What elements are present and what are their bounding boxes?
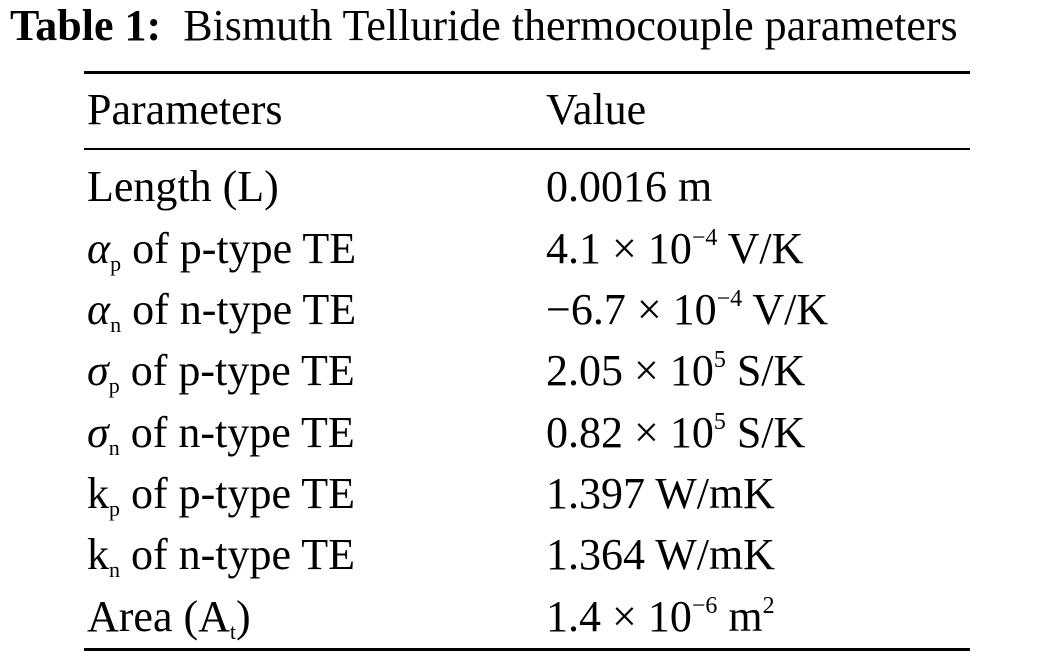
table-header-rule xyxy=(84,148,970,150)
param-text-end: ) xyxy=(236,592,251,641)
value-unit: m xyxy=(717,592,763,641)
table-bottom-rule xyxy=(84,648,970,651)
value-unit: S/K xyxy=(725,408,806,457)
param-cell-sigma-p: σp of p-type TE xyxy=(87,345,355,397)
caption-text: Bismuth Telluride thermocouple parameter… xyxy=(183,1,958,50)
value-cell-sigma-p: 2.05 × 105 S/K xyxy=(546,345,805,397)
param-text: of p-type TE xyxy=(121,224,357,273)
value-text: 1.4 × 10 xyxy=(546,592,692,641)
value-cell-length: 0.0016 m xyxy=(546,161,712,213)
param-cell-area: Area (At) xyxy=(87,591,251,643)
value-cell-k-p: 1.397 W/mK xyxy=(546,468,775,520)
param-cell-alpha-p: αp of p-type TE xyxy=(87,223,356,275)
param-text: of p-type TE xyxy=(119,346,355,395)
value-cell-area: 1.4 × 10−6 m2 xyxy=(546,591,775,643)
param-text: Area (A xyxy=(87,592,230,641)
value-cell-sigma-n: 0.82 × 105 S/K xyxy=(546,407,805,459)
param-cell-alpha-n: αn of n-type TE xyxy=(87,284,356,336)
param-text: of p-type TE xyxy=(120,469,356,518)
value-text: −6.7 × 10 xyxy=(546,285,717,334)
param-subscript: p xyxy=(108,373,120,398)
value-text: 1.364 W/mK xyxy=(546,530,775,579)
value-text: 4.1 × 10 xyxy=(546,224,692,273)
table-caption: Table 1: Bismuth Telluride thermocouple … xyxy=(10,0,958,52)
param-symbol: σ xyxy=(87,346,109,395)
param-cell-length: Length (L) xyxy=(87,161,279,213)
value-exponent: −4 xyxy=(691,225,718,251)
value-text: 1.397 W/mK xyxy=(546,469,775,518)
value-unit: S/K xyxy=(725,346,806,395)
param-cell-sigma-n: σn of n-type TE xyxy=(87,407,355,459)
header-value: Value xyxy=(546,85,647,134)
param-symbol: α xyxy=(87,285,111,334)
value-exponent: 5 xyxy=(713,409,726,435)
value-exponent: −6 xyxy=(691,593,718,619)
param-symbol: k xyxy=(87,469,109,518)
param-subscript: p xyxy=(109,496,120,521)
param-text: of n-type TE xyxy=(120,530,356,579)
value-cell-alpha-p: 4.1 × 10−4 V/K xyxy=(546,223,803,275)
header-parameters: Parameters xyxy=(87,85,283,134)
table-top-rule xyxy=(84,71,970,74)
param-symbol: σ xyxy=(87,408,109,457)
value-unit: V/K xyxy=(742,285,829,334)
value-exponent: 5 xyxy=(713,347,726,373)
value-cell-k-n: 1.364 W/mK xyxy=(546,529,775,581)
param-cell-k-p: kp of p-type TE xyxy=(87,468,355,520)
value-text: 2.05 × 10 xyxy=(546,346,714,395)
value-unit: V/K xyxy=(717,224,804,273)
param-text: of n-type TE xyxy=(119,408,355,457)
param-subscript: n xyxy=(109,557,120,582)
param-symbol: α xyxy=(87,224,111,273)
param-subscript: n xyxy=(108,435,120,460)
param-subscript: p xyxy=(110,251,122,276)
value-cell-alpha-n: −6.7 × 10−4 V/K xyxy=(546,284,828,336)
param-symbol: k xyxy=(87,530,109,579)
param-text: of n-type TE xyxy=(121,285,357,334)
param-cell-k-n: kn of n-type TE xyxy=(87,529,355,581)
param-subscript: n xyxy=(110,312,122,337)
value-exponent: −4 xyxy=(716,286,743,312)
caption-label: Table 1: xyxy=(10,1,162,50)
value-text: 0.82 × 10 xyxy=(546,408,714,457)
value-unit-exponent: 2 xyxy=(762,593,775,619)
value-text: 0.0016 m xyxy=(546,162,713,211)
param-text: Length (L) xyxy=(87,162,279,211)
param-subscript: t xyxy=(229,619,237,644)
